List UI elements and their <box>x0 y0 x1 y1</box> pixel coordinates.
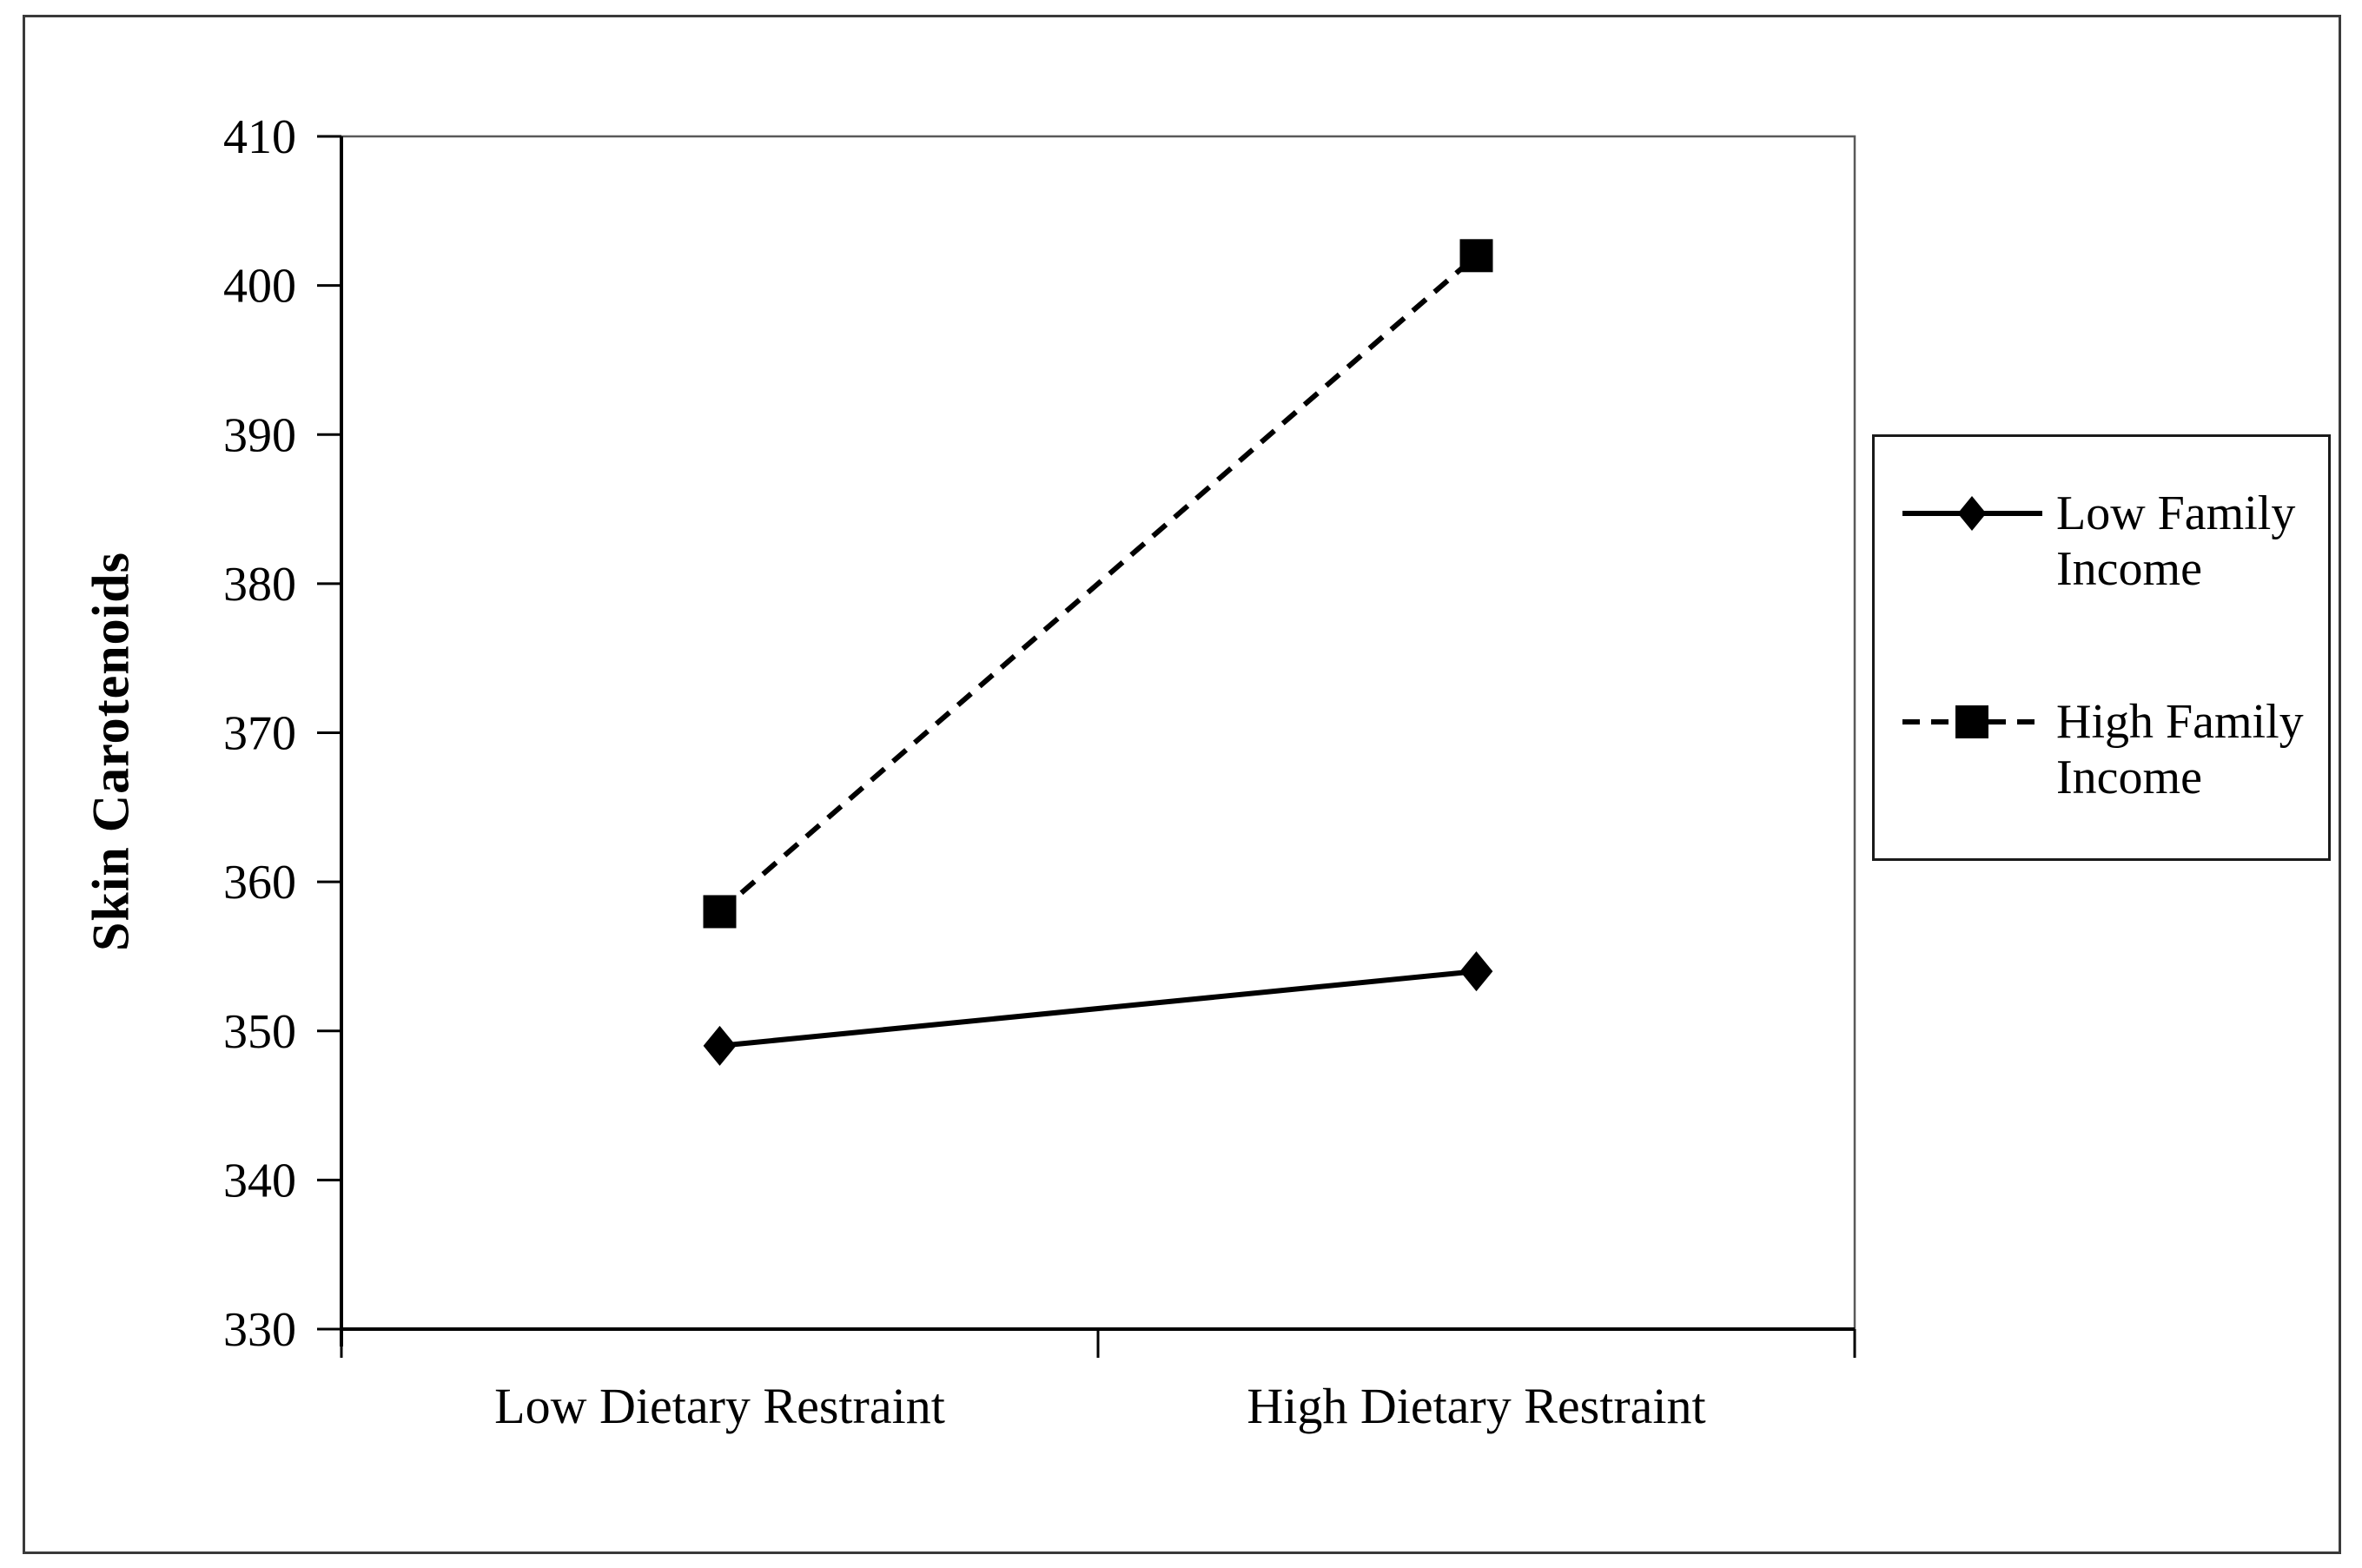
dashed-line-square-marker-icon <box>1902 705 2042 738</box>
svg-text:350: 350 <box>223 1005 296 1059</box>
svg-text:340: 340 <box>223 1154 296 1207</box>
legend-label: High Family Income <box>2056 695 2304 804</box>
svg-text:400: 400 <box>223 260 296 314</box>
series-line <box>718 254 1479 914</box>
legend-entry-low-family-income: Low Family Income <box>1901 486 2328 597</box>
x-axis-labels: Low Dietary Restraint High Dietary Restra… <box>494 1378 1705 1434</box>
plot-area-border <box>340 135 1856 1331</box>
series-line <box>719 969 1477 1049</box>
y-axis-title: Skin Carotenoids <box>82 551 140 952</box>
svg-text:360: 360 <box>223 856 296 910</box>
svg-text:410: 410 <box>223 110 296 164</box>
svg-text:380: 380 <box>223 558 296 612</box>
svg-text:Low Dietary Restraint: Low Dietary Restraint <box>494 1378 945 1434</box>
legend: Low Family Income High Family Income <box>1872 434 2331 861</box>
svg-text:370: 370 <box>223 707 296 761</box>
svg-text:330: 330 <box>223 1303 296 1357</box>
y-axis-ticks: 330 340 350 360 370 380 390 400 410 <box>223 110 341 1357</box>
legend-label: Low Family Income <box>2056 486 2296 596</box>
svg-text:High Dietary Restraint: High Dietary Restraint <box>1247 1378 1705 1434</box>
legend-entry-high-family-income: High Family Income <box>1901 694 2328 805</box>
svg-text:390: 390 <box>223 408 296 462</box>
solid-line-diamond-marker-icon <box>1902 496 2042 531</box>
